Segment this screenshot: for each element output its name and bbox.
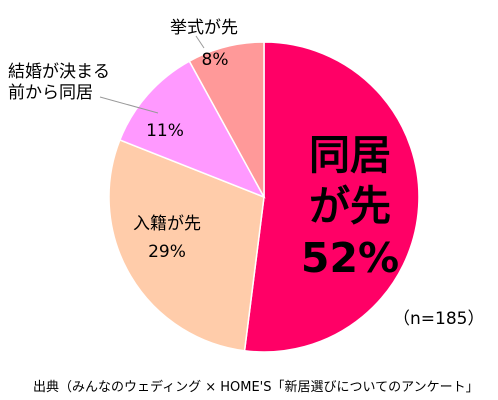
slice-value-nyuseki: 29% (148, 242, 186, 263)
slice-mae (118, 60, 266, 199)
slice-label-kyoshiki: 挙式が先 (170, 18, 238, 38)
slice-value-mae: 11% (146, 121, 184, 141)
leader-line-mae (99, 96, 159, 114)
source-note: 出典（みんなのウェディング × HOME'S「新居選びについてのアンケート」 (33, 380, 479, 395)
slice-nyuseki (108, 138, 265, 352)
pie-slices (99, 35, 420, 353)
slice-label-doukyo-line1: 同居 (309, 131, 391, 179)
leader-line-kyoshiki (195, 35, 205, 49)
slice-value-doukyo: 52% (300, 233, 400, 282)
slice-label-mae: 結婚が決まる 前から同居 (8, 62, 110, 105)
slice-label-mae-line2: 前から同居 (8, 83, 93, 104)
slice-label-nyuseki: 入籍が先 29% (122, 214, 212, 263)
slice-label-nyuseki-name: 入籍が先 (133, 214, 201, 234)
sample-size-note: （n=185） (393, 309, 485, 329)
slice-kyoshiki (188, 41, 265, 198)
slice-label-doukyo: 同居 が先 52% (300, 130, 400, 284)
slice-doukyo (243, 41, 420, 353)
slice-value-kyoshiki: 8% (201, 50, 229, 70)
slice-label-mae-line1: 結婚が決まる (8, 62, 110, 82)
slice-label-doukyo-line2: が先 (309, 182, 391, 231)
